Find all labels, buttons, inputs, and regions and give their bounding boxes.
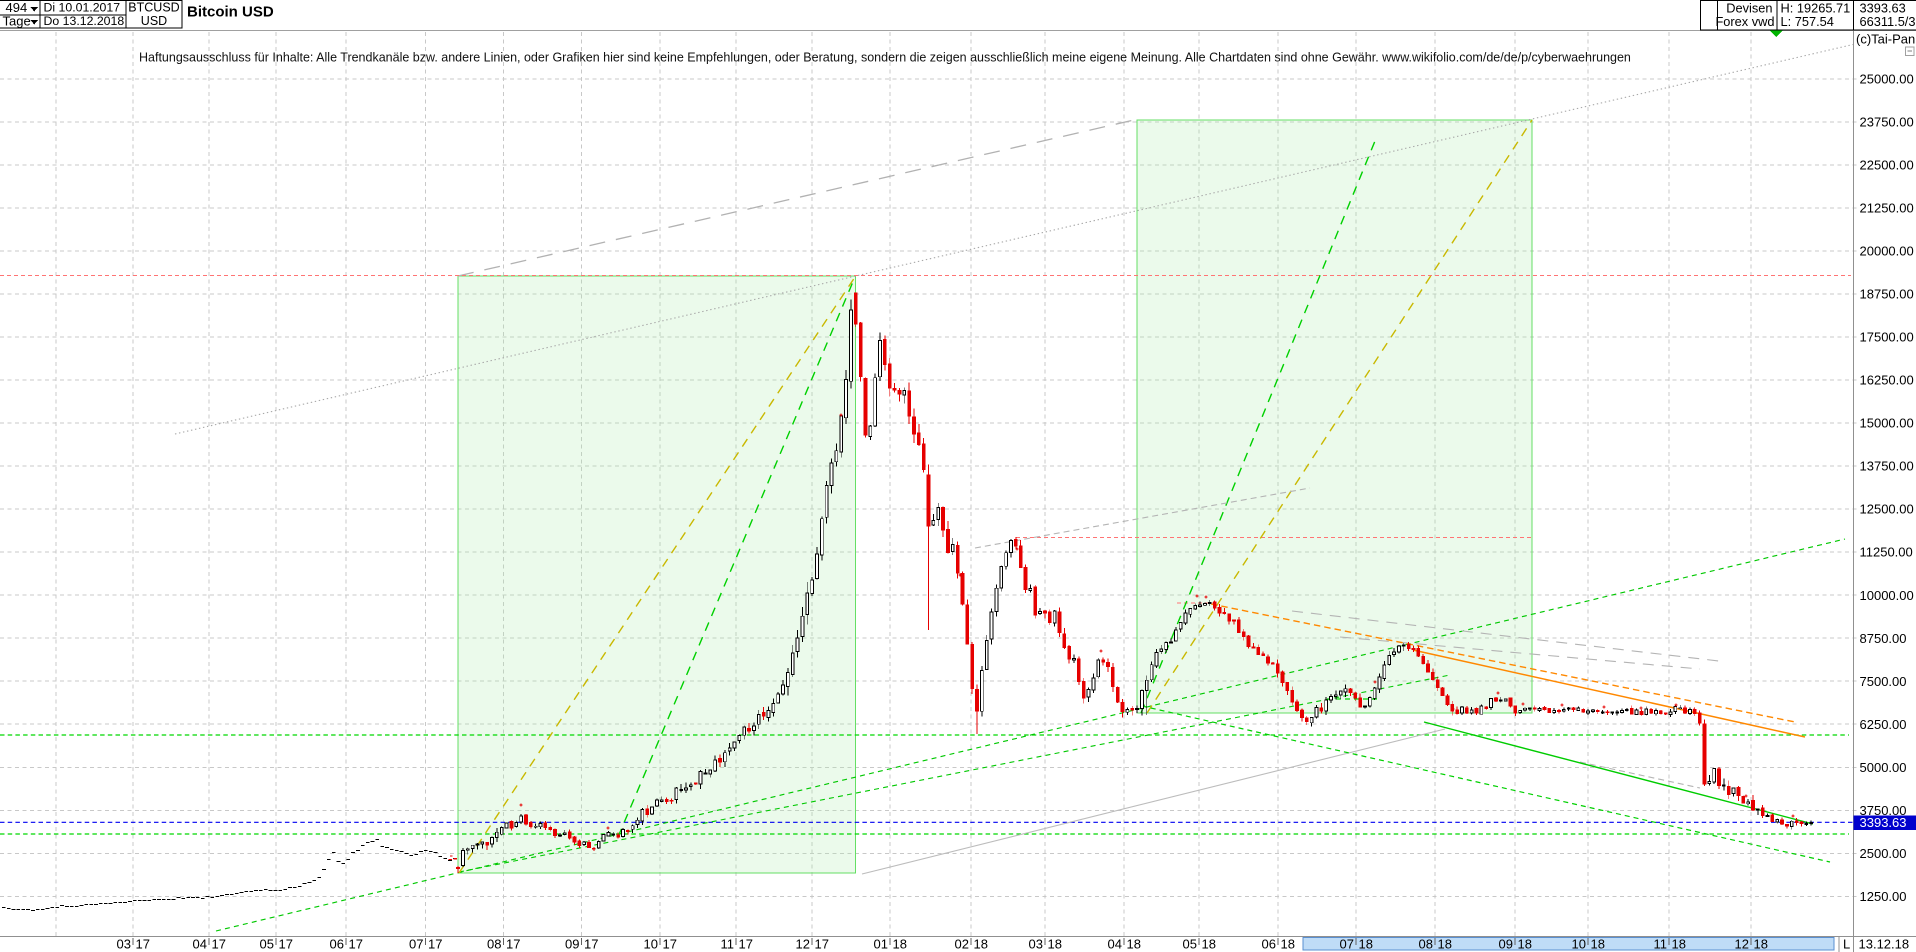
svg-text:05: 05 [260,937,274,952]
svg-text:04: 04 [1108,937,1122,952]
svg-text:18: 18 [1591,937,1605,952]
svg-text:12: 12 [796,937,810,952]
svg-text:3750.00: 3750.00 [1860,803,1907,818]
svg-text:18: 18 [1281,937,1295,952]
svg-text:09: 09 [565,937,579,952]
svg-text:8750.00: 8750.00 [1860,631,1907,646]
svg-text:17: 17 [739,937,753,952]
svg-text:17: 17 [212,937,226,952]
svg-text:17: 17 [136,937,150,952]
svg-text:494: 494 [6,0,28,15]
svg-text:(c)Tai-Pan: (c)Tai-Pan [1856,32,1915,47]
svg-text:16250.00: 16250.00 [1860,373,1914,388]
svg-text:08: 08 [1419,937,1433,952]
svg-text:10: 10 [1572,937,1586,952]
svg-text:18: 18 [1438,937,1452,952]
svg-text:BTCUSD: BTCUSD [128,1,179,15]
svg-text:Haftungsausschluss für Inhalte: Haftungsausschluss für Inhalte: Alle Tre… [139,51,1631,65]
svg-text:18: 18 [974,937,988,952]
svg-text:13750.00: 13750.00 [1860,459,1914,474]
svg-text:07: 07 [409,937,423,952]
svg-text:08: 08 [487,937,501,952]
svg-text:06: 06 [1262,937,1276,952]
svg-text:17: 17 [349,937,363,952]
svg-text:21250.00: 21250.00 [1860,201,1914,216]
svg-text:Di 10.01.2017: Di 10.01.2017 [44,1,121,15]
svg-text:17500.00: 17500.00 [1860,330,1914,345]
svg-text:25000.00: 25000.00 [1860,71,1914,86]
svg-text:17: 17 [663,937,677,952]
svg-text:Forex vwd: Forex vwd [1715,14,1774,29]
svg-text:66311.5/33: 66311.5/33 [1860,14,1916,29]
svg-text:13.12.18: 13.12.18 [1859,937,1910,952]
svg-text:Do 13.12.2018: Do 13.12.2018 [44,14,125,28]
svg-text:17: 17 [428,937,442,952]
svg-text:11: 11 [721,937,735,952]
svg-text:12500.00: 12500.00 [1860,502,1914,517]
svg-text:6250.00: 6250.00 [1860,717,1907,732]
svg-text:Devisen: Devisen [1726,1,1772,16]
svg-text:20000.00: 20000.00 [1860,244,1914,259]
svg-text:18: 18 [893,937,907,952]
svg-text:1250.00: 1250.00 [1860,889,1907,904]
svg-text:5000.00: 5000.00 [1860,760,1907,775]
svg-text:15000.00: 15000.00 [1860,416,1914,431]
svg-text:23750.00: 23750.00 [1860,114,1914,129]
svg-text:18: 18 [1672,937,1686,952]
svg-text:10000.00: 10000.00 [1860,588,1914,603]
svg-text:18: 18 [1518,937,1532,952]
svg-text:17: 17 [584,937,598,952]
svg-text:USD: USD [141,14,167,28]
svg-text:11: 11 [1654,937,1668,952]
svg-text:L: L [1843,937,1850,952]
svg-text:12: 12 [1735,937,1749,952]
svg-text:3393.63: 3393.63 [1860,815,1907,830]
svg-text:01: 01 [874,937,888,952]
svg-text:H: 19265.71: H: 19265.71 [1781,1,1851,16]
svg-text:17: 17 [815,937,829,952]
svg-text:06: 06 [330,937,344,952]
svg-text:09: 09 [1499,937,1513,952]
svg-text:17: 17 [279,937,293,952]
svg-text:17: 17 [506,937,520,952]
svg-text:18: 18 [1127,937,1141,952]
svg-text:Tage: Tage [3,14,31,29]
svg-text:05: 05 [1183,937,1197,952]
svg-text:02: 02 [955,937,969,952]
svg-text:07: 07 [1340,937,1354,952]
svg-text:2500.00: 2500.00 [1860,846,1907,861]
svg-text:L: 757.54: L: 757.54 [1781,14,1834,29]
svg-text:3393.63: 3393.63 [1860,1,1906,16]
svg-text:7500.00: 7500.00 [1860,674,1907,689]
svg-text:18: 18 [1754,937,1768,952]
svg-text:18: 18 [1048,937,1062,952]
svg-text:18: 18 [1359,937,1373,952]
svg-text:Bitcoin USD: Bitcoin USD [187,4,274,21]
svg-text:03: 03 [1029,937,1043,952]
svg-text:18: 18 [1202,937,1216,952]
svg-text:03: 03 [117,937,131,952]
svg-text:18750.00: 18750.00 [1860,287,1914,302]
svg-text:10: 10 [644,937,658,952]
svg-text:11250.00: 11250.00 [1860,545,1913,560]
svg-text:04: 04 [193,937,207,952]
svg-text:22500.00: 22500.00 [1860,158,1914,173]
